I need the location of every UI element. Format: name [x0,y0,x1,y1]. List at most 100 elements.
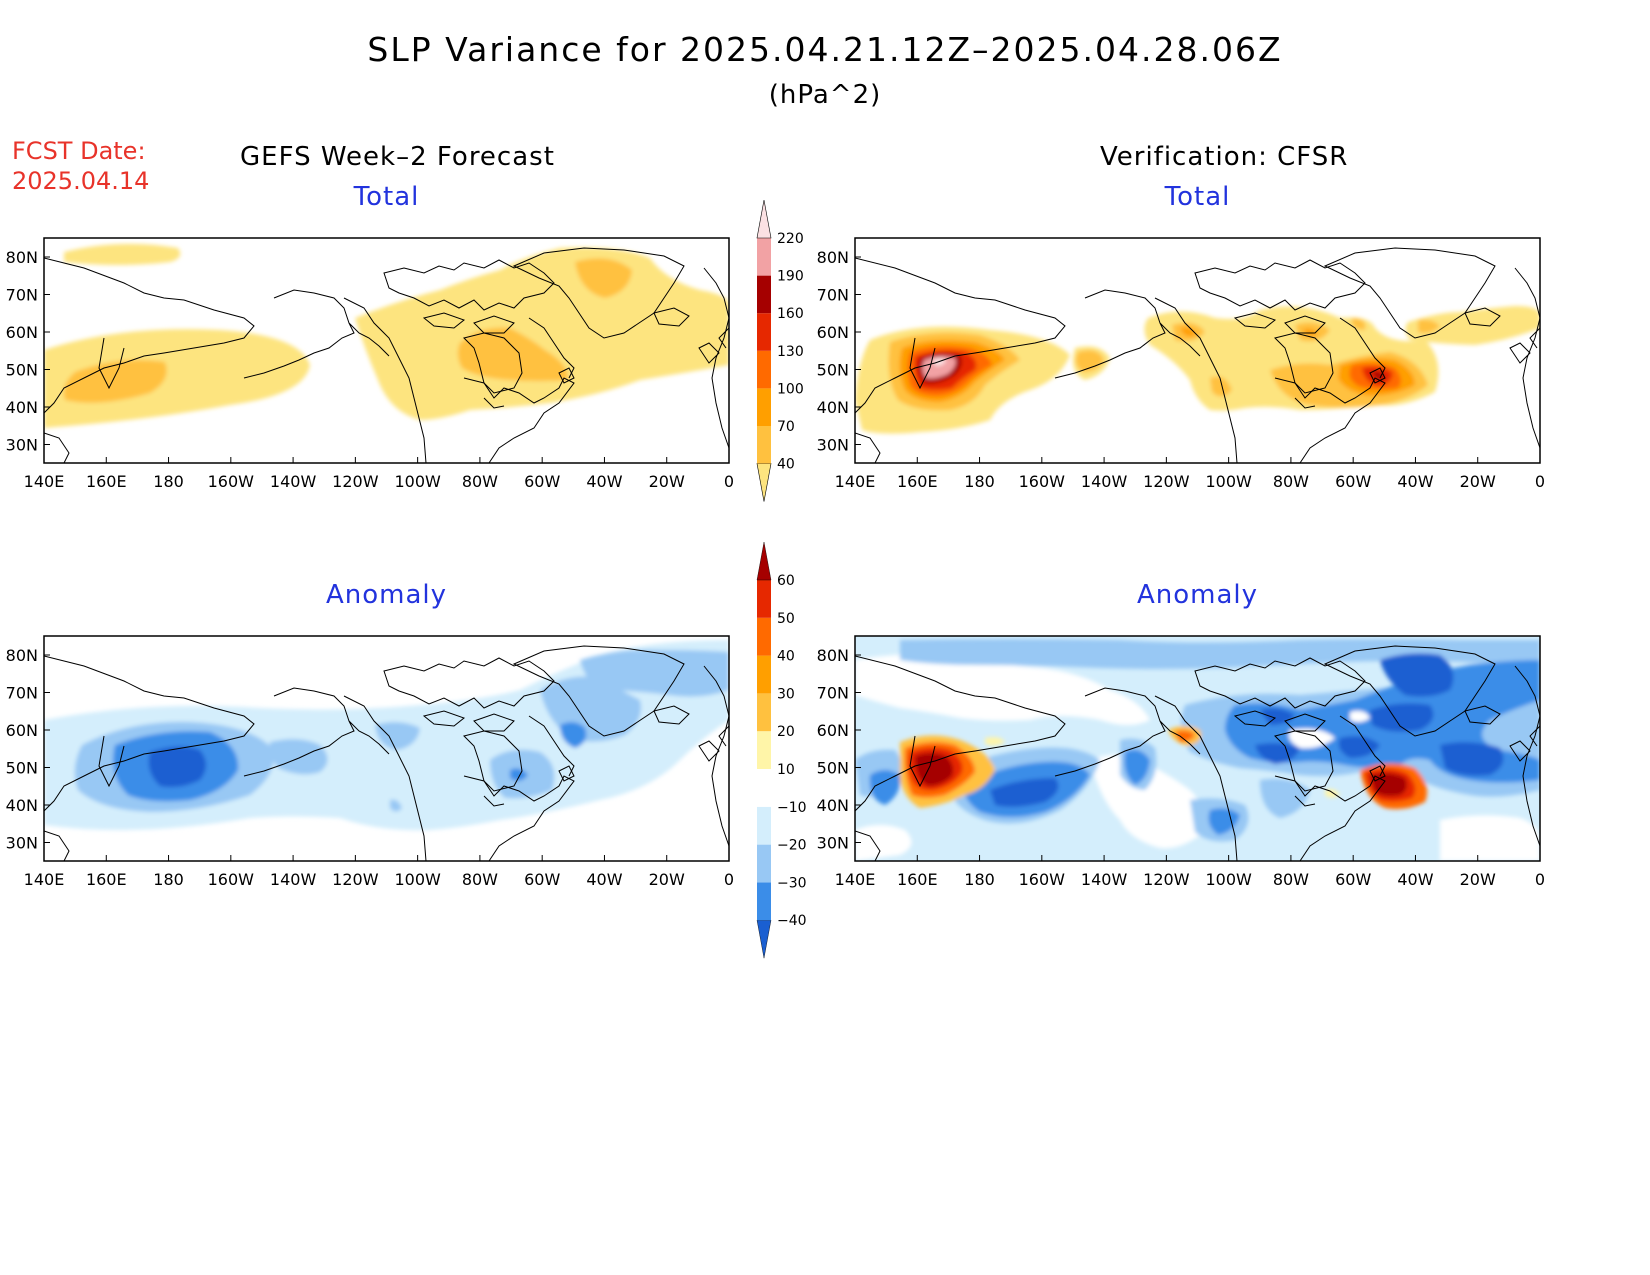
lat-tick-label: 80N [6,646,38,665]
gefs-total-frame [43,237,730,464]
lon-tick-label: 160E [897,870,938,889]
lon-tick-label: 160E [86,870,127,889]
gefs-total-field-atlantic [355,247,729,420]
lat-tick-label: 70N [817,684,849,703]
lon-tick-label: 100W [394,870,441,889]
lon-tick-label: 140E [835,870,876,889]
colorbar-swatch [757,313,771,351]
lon-tick-label: 0 [1535,870,1545,889]
gefs-anomaly-title: Anomaly [325,580,448,610]
gefs-total-title: Total [353,182,420,212]
colorbar-swatch [756,463,772,502]
lat-tick-label: 60N [6,323,38,342]
colorbar-tick-label: 70 [777,419,795,435]
colorbar-tick-label: 190 [777,269,804,285]
lon-tick-label: 100W [394,472,441,491]
lat-tick-label: 80N [6,248,38,267]
colorbar-tick-label: 20 [777,724,795,740]
units-label: (hPa^2) [768,80,882,110]
lon-tick-label: 40W [1397,472,1433,491]
colorbar-swatch [757,844,771,883]
lon-tick-label: 160W [208,870,255,889]
lon-tick-label: 100W [1205,870,1252,889]
colorbar-swatch [757,580,771,618]
cfsr-anomaly-map [855,636,1540,861]
gefs-total-field-arctic [64,243,181,265]
forecast-date-value: 2025.04.14 [12,167,150,195]
colorbar-tick-label: 130 [777,344,804,360]
colorbar-tick-label: −20 [777,838,807,854]
cfsr-total-frame [854,237,1541,464]
lon-tick-label: 140W [1081,870,1128,889]
colorbar-swatch [757,275,771,314]
lon-tick-label: 80W [462,870,498,889]
lon-tick-label: 140E [24,870,65,889]
colorbar-swatch [757,693,771,732]
lon-tick-label: 160E [897,472,938,491]
colorbar-swatch [757,388,771,426]
lat-tick-label: 80N [817,646,849,665]
lat-tick-label: 40N [817,398,849,417]
gefs-total-field-pacific [44,329,310,428]
lon-tick-label: 160W [1019,472,1066,491]
colorbar-tick-label: 60 [777,573,795,589]
lon-tick-label: 40W [586,472,622,491]
colorbar-swatch [757,731,771,769]
colorbar-tick-label: 100 [777,381,804,397]
lat-tick-label: 50N [817,361,849,380]
colorbar-swatch [757,655,771,694]
cfsr-total-title: Total [1164,182,1231,212]
forecast-date-label: FCST Date: 2025.04.14 [12,136,149,196]
colorbar-swatch [757,769,771,807]
colorbar-swatch [756,541,772,581]
lat-tick-label: 70N [817,286,849,305]
lon-tick-label: 80W [1273,472,1309,491]
lon-tick-label: 180 [964,870,995,889]
cfsr-header: Verification: CFSR [1100,142,1349,172]
lat-tick-label: 50N [6,361,38,380]
lat-tick-label: 40N [6,796,38,815]
lon-tick-label: 140E [835,472,876,491]
gefs-total-field-greenland-peak [575,258,632,298]
lon-tick-label: 120W [332,472,379,491]
lat-tick-label: 70N [6,684,38,703]
axis-labels: 140E 160E 180 160W 140W 120W 100W 80W 60W 40W 20W 0… [6,248,1545,889]
colorbar-swatch [757,882,771,921]
gefs-anomaly-frame [43,635,730,862]
lon-tick-label: 0 [724,472,734,491]
colorbar-swatch [757,617,771,656]
lon-tick-label: 40W [1397,870,1433,889]
lon-tick-label: 180 [153,870,184,889]
gefs-total-map [44,243,729,463]
lon-tick-label: 0 [1535,472,1545,491]
cfsr-total-map [855,247,1540,463]
colorbar-tick-label: 160 [777,306,804,322]
lon-tick-label: 120W [1143,472,1190,491]
lon-tick-label: 80W [462,472,498,491]
lon-tick-label: 140W [270,472,317,491]
lon-tick-label: 20W [1460,870,1496,889]
lon-tick-label: 160W [208,472,255,491]
colorbar-swatch [757,426,771,464]
colorbar-tick-label: 30 [777,686,795,702]
colorbar-swatch [757,806,771,845]
lon-tick-label: 140E [24,472,65,491]
colorbar-tick-label: 40 [777,649,795,665]
gefs-anomaly-map [44,640,729,861]
main-title: SLP Variance for 2025.04.21.12Z–2025.04.… [367,30,1283,69]
lon-tick-label: 20W [1460,472,1496,491]
lon-tick-label: 60W [524,472,560,491]
lon-tick-label: 180 [964,472,995,491]
lat-tick-label: 70N [6,286,38,305]
colorbar-tick-label: 50 [777,611,795,627]
gefs-total-field-canada-peak [457,327,569,381]
lat-tick-label: 60N [6,721,38,740]
lat-tick-label: 30N [817,834,849,853]
colorbar-swatch [757,238,771,276]
colorbar-tick-label: −30 [777,875,807,891]
lon-tick-label: 20W [649,472,685,491]
colorbar-tick-label: 40 [777,457,795,473]
lon-tick-label: 160W [1019,870,1066,889]
lat-tick-label: 40N [817,796,849,815]
